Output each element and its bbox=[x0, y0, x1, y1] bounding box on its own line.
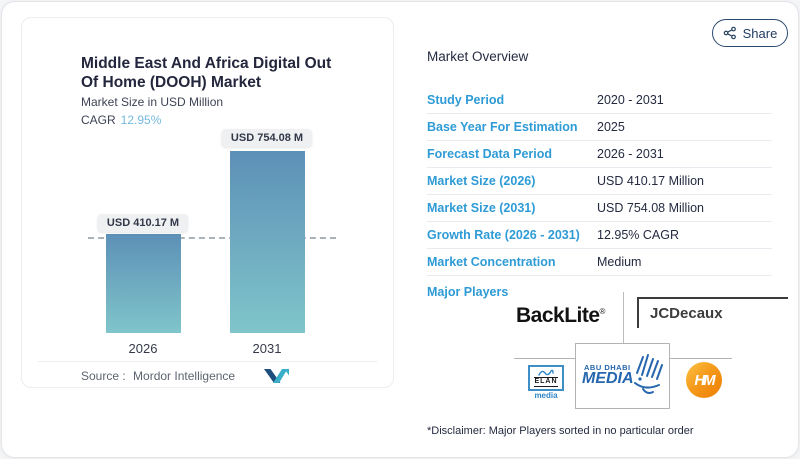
source-value: Mordor Intelligence bbox=[133, 369, 236, 383]
row-value: 2026 - 2031 bbox=[597, 147, 664, 161]
elan-calligraphy-icon bbox=[538, 369, 554, 376]
table-row: Growth Rate (2026 - 2031) 12.95% CAGR bbox=[427, 222, 772, 249]
source-label: Source : bbox=[81, 369, 126, 383]
backlite-text: BackLite bbox=[516, 304, 600, 327]
elan-text: ELAN bbox=[534, 377, 558, 387]
logo-grid-horizontal-divider-right bbox=[670, 358, 732, 359]
abu-dhabi-media-top-text: ABU DHABI bbox=[584, 363, 631, 372]
chart-title: Middle East And Africa Digital Out Of Ho… bbox=[81, 54, 331, 92]
chart-subtitle: Market Size in USD Million bbox=[81, 95, 224, 109]
row-value: USD 410.17 Million bbox=[597, 174, 704, 188]
row-value: 2020 - 2031 bbox=[597, 93, 664, 107]
row-value: 2025 bbox=[597, 120, 625, 134]
cagr-label: CAGR bbox=[81, 113, 116, 127]
overview-heading: Market Overview bbox=[427, 49, 529, 64]
cagr-row: CAGR 12.95% bbox=[81, 113, 161, 127]
row-label: Growth Rate (2026 - 2031) bbox=[427, 228, 580, 242]
row-label: Market Concentration bbox=[427, 255, 556, 269]
table-row: Market Concentration Medium bbox=[427, 249, 772, 276]
chart-title-line1: Middle East And Africa Digital Out bbox=[81, 55, 332, 72]
bar-value-label-2031: USD 754.08 M bbox=[221, 129, 313, 147]
row-value: USD 754.08 Million bbox=[597, 201, 704, 215]
table-row: Study Period 2020 - 2031 bbox=[427, 87, 772, 114]
mordor-intelligence-logo-icon bbox=[264, 369, 289, 383]
jcdecaux-logo: JCDecaux bbox=[637, 297, 788, 328]
abu-dhabi-media-calligraphy-icon bbox=[634, 354, 663, 394]
bar-value-label-2026: USD 410.17 M bbox=[97, 214, 189, 232]
registered-mark: ® bbox=[599, 307, 606, 316]
chart-card: Middle East And Africa Digital Out Of Ho… bbox=[21, 17, 394, 388]
row-label: Market Size (2031) bbox=[427, 201, 536, 215]
row-label: Forecast Data Period bbox=[427, 147, 553, 161]
source-text: Source : Mordor Intelligence bbox=[81, 369, 235, 383]
elan-media-text: media bbox=[534, 391, 558, 400]
overview-table: Study Period 2020 - 2031 Base Year For E… bbox=[427, 87, 772, 276]
share-nodes-icon bbox=[723, 26, 736, 40]
row-value: 12.95% CAGR bbox=[597, 228, 679, 242]
abu-dhabi-media-logo: ABU DHABI MEDIA bbox=[575, 343, 670, 409]
x-axis-label-2026: 2026 bbox=[128, 341, 158, 356]
row-label: Base Year For Estimation bbox=[427, 120, 578, 134]
dashed-reference-line bbox=[88, 237, 336, 239]
row-label: Study Period bbox=[427, 93, 505, 107]
table-row: Forecast Data Period 2026 - 2031 bbox=[427, 141, 772, 168]
elan-square: ELAN bbox=[528, 365, 564, 391]
row-value: Medium bbox=[597, 255, 642, 269]
logo-grid-vertical-divider bbox=[623, 292, 624, 343]
x-axis-label-2031: 2031 bbox=[252, 341, 282, 356]
hypermedia-logo: HM bbox=[686, 362, 722, 398]
elan-media-logo: ELAN media bbox=[526, 365, 566, 401]
cagr-value: 12.95% bbox=[120, 113, 162, 127]
row-label: Market Size (2026) bbox=[427, 174, 536, 188]
chart-title-line2: Of Home (DOOH) Market bbox=[81, 74, 261, 91]
bar-2026 bbox=[106, 234, 181, 333]
share-label: Share bbox=[742, 25, 778, 41]
table-row: Market Size (2026) USD 410.17 Million bbox=[427, 168, 772, 195]
major-players-label: Major Players bbox=[427, 285, 509, 299]
share-button[interactable]: Share bbox=[712, 19, 788, 47]
source-row: Source : Mordor Intelligence bbox=[38, 361, 377, 389]
hypermedia-text: HM bbox=[694, 371, 715, 389]
disclaimer-text: *Disclaimer: Major Players sorted in no … bbox=[427, 425, 694, 437]
abu-dhabi-media-main-text: MEDIA bbox=[582, 370, 634, 387]
table-row: Market Size (2031) USD 754.08 Million bbox=[427, 195, 772, 222]
table-row: Base Year For Estimation 2025 bbox=[427, 114, 772, 141]
bar-2031 bbox=[230, 151, 305, 333]
logo-grid-horizontal-divider-left bbox=[514, 358, 575, 359]
jcdecaux-text: JCDecaux bbox=[650, 305, 723, 322]
backlite-logo: BackLite® bbox=[516, 304, 605, 328]
